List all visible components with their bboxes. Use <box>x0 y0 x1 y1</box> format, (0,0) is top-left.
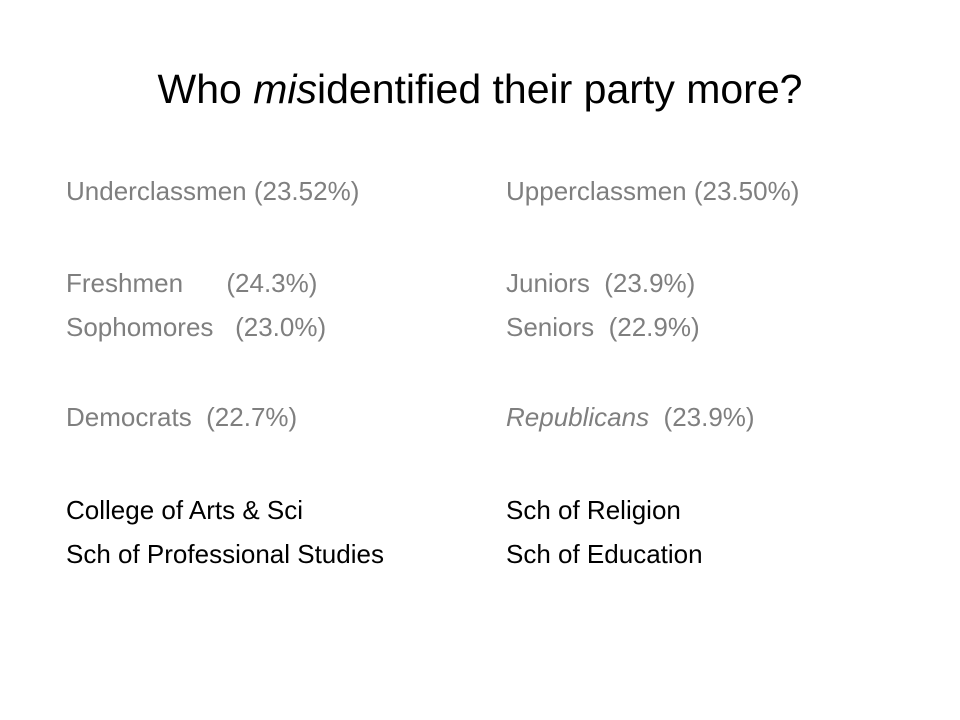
group-label: Upperclassmen (23.50%) <box>506 176 800 206</box>
group-label: Underclassmen (23.52%) <box>66 176 360 206</box>
title-text: Who <box>157 66 254 112</box>
school-label: Sch of Religion <box>506 495 681 525</box>
year-label: Freshmen (24.3%) <box>66 268 318 298</box>
slide-title: Who misidentified their party more? <box>0 66 960 113</box>
school-label: Sch of Professional Studies <box>66 539 384 569</box>
party-name: Republicans <box>506 402 650 432</box>
title-text: identified their party more? <box>317 66 803 112</box>
party-label: Democrats (22.7%) <box>66 402 298 432</box>
title-emphasis: mis <box>253 66 318 112</box>
year-label: Sophomores (23.0%) <box>66 312 327 342</box>
party-rate: (23.9%) <box>649 402 755 432</box>
year-label: Seniors (22.9%) <box>506 312 700 342</box>
school-label: College of Arts & Sci <box>66 495 303 525</box>
party-label: Republicans (23.9%) <box>506 402 755 432</box>
school-label: Sch of Education <box>506 539 703 569</box>
year-label: Juniors (23.9%) <box>506 268 696 298</box>
